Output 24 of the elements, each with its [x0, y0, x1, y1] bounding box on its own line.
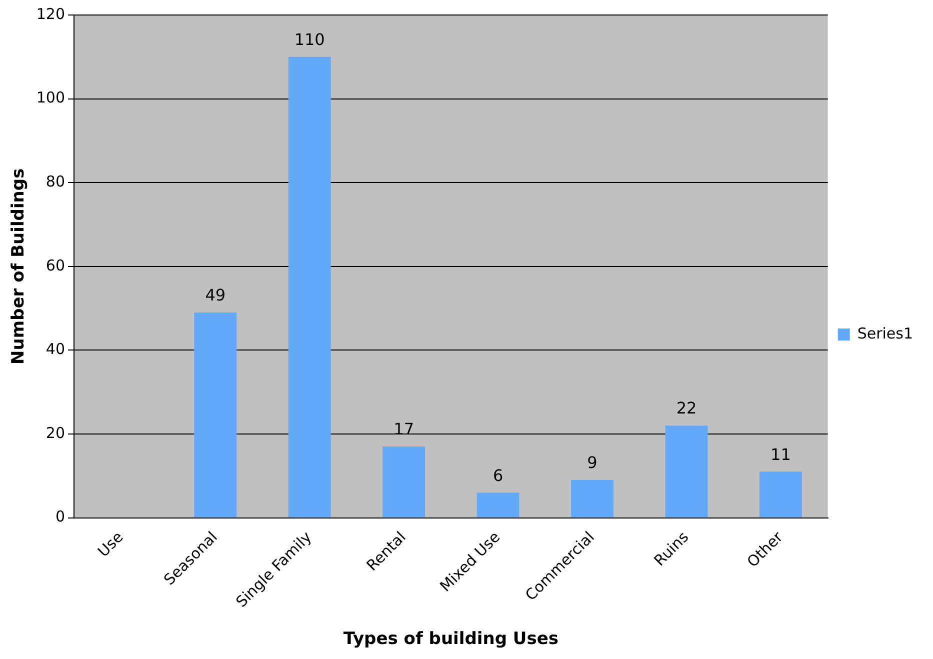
bar [194, 312, 237, 518]
data-label: 11 [770, 444, 791, 464]
data-label: 22 [676, 398, 697, 418]
x-tick-label: Use [94, 528, 127, 561]
y-axis-title: Number of Buildings [8, 168, 29, 364]
y-tick-label: 120 [36, 4, 66, 23]
bar [665, 426, 708, 518]
y-tick-label: 100 [36, 88, 66, 107]
y-tick-label: 20 [46, 424, 66, 442]
bar [571, 480, 614, 518]
data-label: 110 [294, 30, 325, 50]
data-label: 6 [492, 466, 504, 485]
bar [760, 472, 802, 518]
bar [382, 446, 426, 518]
x-axis-title: Types of building Uses [343, 629, 558, 650]
data-label: 49 [205, 286, 226, 305]
legend-label: Series1 [857, 324, 913, 342]
data-label: 9 [587, 453, 598, 472]
bar [288, 56, 331, 518]
y-tick-label: 60 [46, 256, 66, 274]
y-tick-label: 40 [46, 340, 66, 358]
bar [476, 492, 520, 518]
y-tick-label: 0 [55, 508, 66, 526]
y-tick-label: 80 [46, 172, 66, 190]
